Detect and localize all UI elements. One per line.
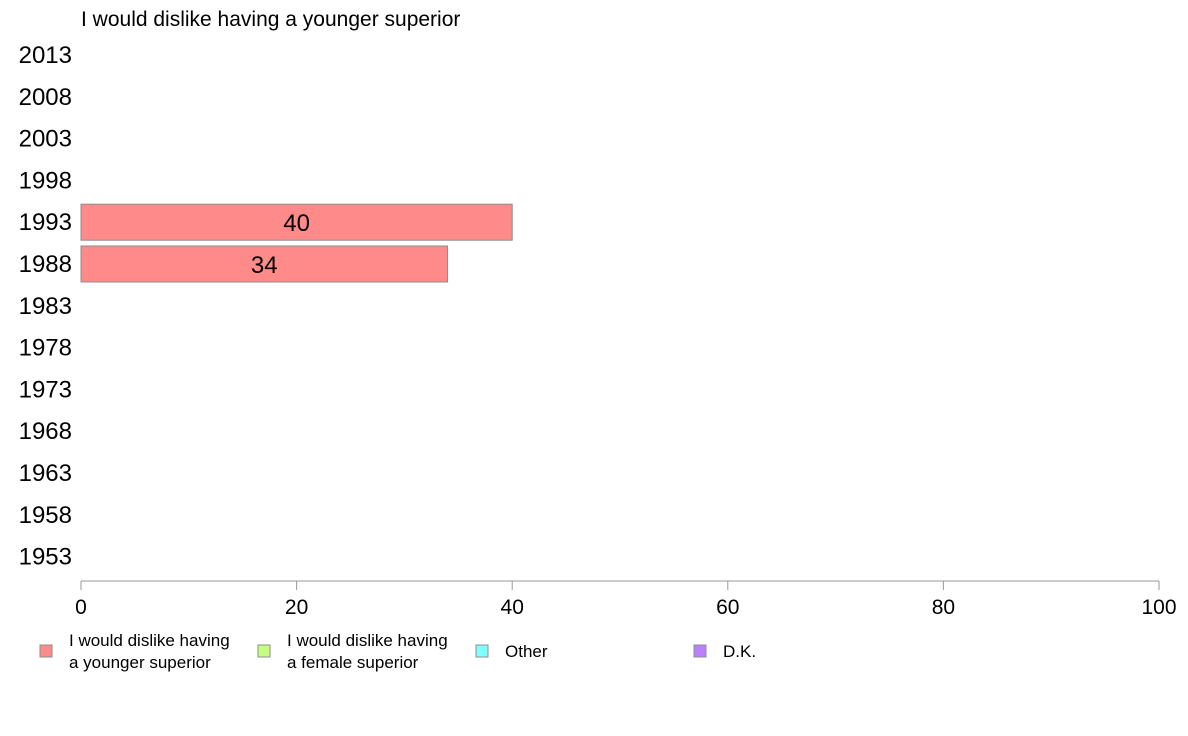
y-tick-label: 1983	[19, 293, 72, 320]
y-tick-label: 2003	[19, 126, 72, 153]
legend-label: I would dislike having	[69, 631, 230, 650]
chart-title: I would dislike having a younger superio…	[81, 8, 460, 31]
y-tick-label: 1998	[19, 167, 72, 194]
x-tick-label: 80	[932, 596, 955, 619]
legend-swatch	[475, 644, 489, 658]
legend-swatch	[257, 644, 271, 658]
legend-label: Other	[505, 642, 548, 661]
legend-label: D.K.	[723, 642, 756, 661]
y-tick-label: 1988	[19, 251, 72, 278]
bar-1993	[80, 203, 513, 241]
y-tick-label: 1973	[19, 376, 72, 403]
x-axis: 0 20 40 60 80 100	[75, 580, 1177, 619]
x-tick-label: 40	[501, 596, 524, 619]
y-tick-label: 1968	[19, 418, 72, 445]
x-tick-label: 60	[716, 596, 739, 619]
y-tick-label: 1958	[19, 502, 72, 529]
y-axis-labels: 2013 2008 2003 1998 1993 1988 1983 1978 1973 1968…	[19, 42, 72, 571]
bars	[80, 203, 513, 283]
legend-swatch	[39, 644, 53, 658]
bar-1988	[80, 245, 449, 283]
legend-label: a younger superior	[69, 653, 211, 672]
y-tick-label: 1963	[19, 460, 72, 487]
y-tick-label: 2013	[19, 42, 72, 69]
legend: I would dislike having a younger superior…	[39, 631, 756, 672]
y-tick-label: 1993	[19, 209, 72, 236]
y-tick-label: 2008	[19, 84, 72, 111]
x-tick-label: 20	[285, 596, 308, 619]
bar-value-label: 40	[283, 210, 310, 237]
x-tick-label: 100	[1141, 596, 1176, 619]
x-tick-label: 0	[75, 596, 87, 619]
legend-swatch	[693, 644, 707, 658]
bar-value-label: 34	[251, 252, 278, 279]
y-tick-label: 1978	[19, 335, 72, 362]
legend-label: a female superior	[287, 653, 419, 672]
y-tick-label: 1953	[19, 544, 72, 571]
legend-label: I would dislike having	[287, 631, 448, 650]
